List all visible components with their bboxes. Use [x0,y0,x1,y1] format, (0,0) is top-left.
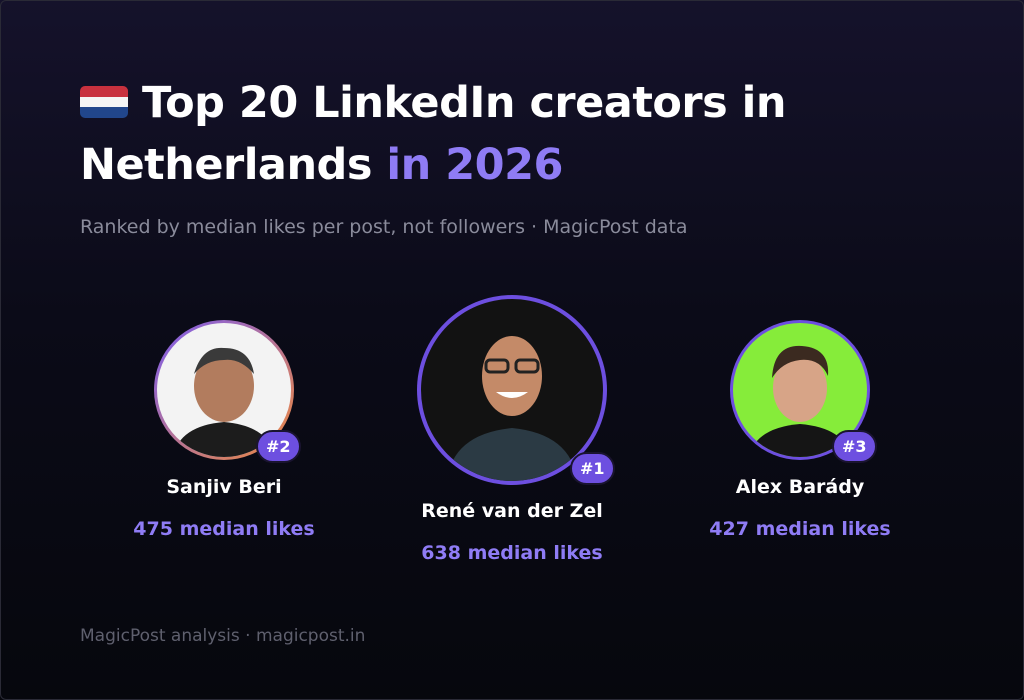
title-highlight: in 2026 [386,140,563,190]
median-likes: 427 median likes [709,518,891,540]
footer: MagicPost analysis · magicpost.in [80,626,366,646]
subtitle: Ranked by median likes per post, not fol… [80,216,688,238]
creator-name: Sanjiv Beri [166,476,282,498]
rank-badge: #3 [832,430,877,463]
flag-icon [80,85,128,118]
avatar [417,295,607,485]
avatar [730,320,870,460]
podium-card: #3 Alex Barády 427 median likes [650,318,950,540]
rank-badge: #1 [570,452,615,485]
rank-badge: #2 [256,430,301,463]
title-text: Top 20 LinkedIn creators in Netherlands [80,78,787,190]
podium-card: #2 Sanjiv Beri 475 median likes [74,318,374,540]
median-likes: 475 median likes [133,518,315,540]
creator-name: René van der Zel [421,500,603,522]
creator-name: Alex Barády [735,476,865,498]
podium-card: #1 René van der Zel 638 median likes [362,294,662,564]
median-likes: 638 median likes [421,542,603,564]
avatar [154,320,294,460]
title: Top 20 LinkedIn creators in Netherlands … [80,72,900,196]
